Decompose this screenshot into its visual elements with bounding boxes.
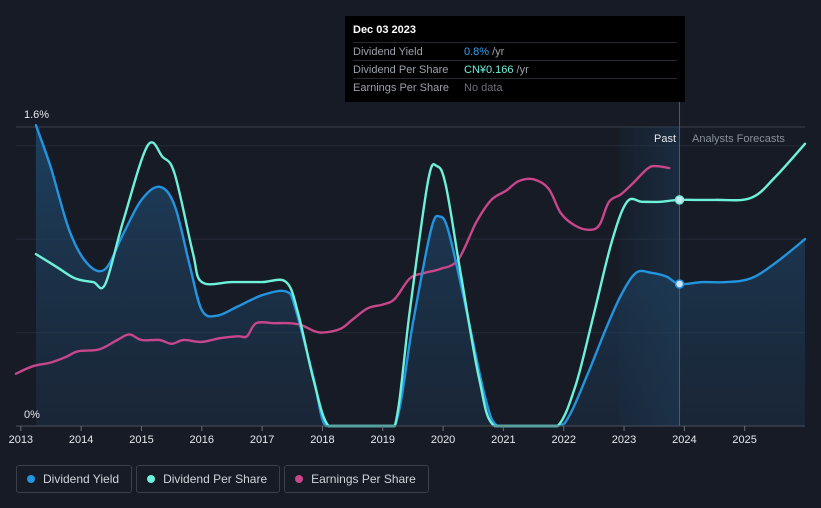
- dividend-yield-line: [34, 123, 807, 428]
- chart-legend: Dividend Yield Dividend Per Share Earnin…: [16, 465, 429, 493]
- tooltip-unit: /yr: [492, 45, 505, 58]
- legend-dot-icon: [147, 475, 156, 483]
- legend-item-earnings-per-share[interactable]: Earnings Per Share: [284, 465, 429, 493]
- past-label: Past: [654, 133, 676, 145]
- tooltip-label: Dividend Yield: [353, 45, 423, 58]
- tooltip-value: 0.8%: [464, 45, 490, 58]
- series-lines: [14, 123, 807, 428]
- x-tick-label: 2024: [672, 434, 696, 446]
- legend-label: Earnings Per Share: [311, 472, 416, 486]
- chart-labels: 1.6% 0% Past Analysts Forecasts: [24, 109, 785, 421]
- legend-label: Dividend Per Share: [163, 472, 268, 486]
- legend-dot-icon: [295, 475, 304, 483]
- yield-area: [35, 125, 805, 426]
- x-tick-label: 2015: [129, 434, 153, 446]
- dividend-per-share-marker: [674, 195, 685, 205]
- dividend-yield-marker: [674, 279, 685, 289]
- legend-item-dividend-per-share[interactable]: Dividend Per Share: [136, 465, 281, 493]
- x-tick-label: 2019: [371, 434, 395, 446]
- hover-markers: [674, 195, 685, 289]
- x-tick-label: 2017: [250, 434, 274, 446]
- y-tick-label-top: 1.6%: [24, 109, 49, 121]
- earnings-per-share-line: [14, 164, 671, 375]
- legend-item-dividend-yield[interactable]: Dividend Yield: [16, 465, 133, 493]
- legend-label: Dividend Yield: [43, 472, 120, 486]
- tooltip-value: CN¥0.166: [464, 63, 514, 76]
- x-tick-label: 2016: [190, 434, 214, 446]
- x-tick-label: 2013: [9, 434, 33, 446]
- x-tick-label: 2014: [69, 434, 93, 446]
- tooltip-unit: /yr: [516, 63, 529, 76]
- forecast-label: Analysts Forecasts: [692, 133, 785, 145]
- dividend-per-share-line: [34, 141, 807, 428]
- x-tick-label: 2021: [491, 434, 515, 446]
- tooltip-value: No data: [464, 81, 503, 94]
- x-tick-label: 2022: [551, 434, 575, 446]
- y-tick-label-bottom: 0%: [24, 409, 40, 421]
- tooltip-row-dividend-yield: Dividend Yield 0.8% /yr: [353, 42, 677, 60]
- hover-tooltip: Dec 03 2023 Dividend Yield 0.8% /yr Divi…: [345, 16, 685, 102]
- legend-dot-icon: [27, 475, 35, 483]
- x-tick-label: 2018: [310, 434, 334, 446]
- tooltip-label: Earnings Per Share: [353, 81, 449, 94]
- x-axis: 2013 2014 2015 2016 2017 2018 2019 2020 2021 2022…: [9, 425, 805, 446]
- x-tick-label: 2023: [612, 434, 636, 446]
- x-tick-label: 2025: [732, 434, 756, 446]
- dividend-yield-area: [35, 125, 805, 426]
- tooltip-label: Dividend Per Share: [353, 63, 449, 76]
- tooltip-row-earnings-per-share: Earnings Per Share No data: [353, 78, 677, 96]
- tooltip-date: Dec 03 2023: [353, 24, 416, 36]
- x-tick-label: 2020: [431, 434, 455, 446]
- tooltip-row-dividend-per-share: Dividend Per Share CN¥0.166 /yr: [353, 60, 677, 78]
